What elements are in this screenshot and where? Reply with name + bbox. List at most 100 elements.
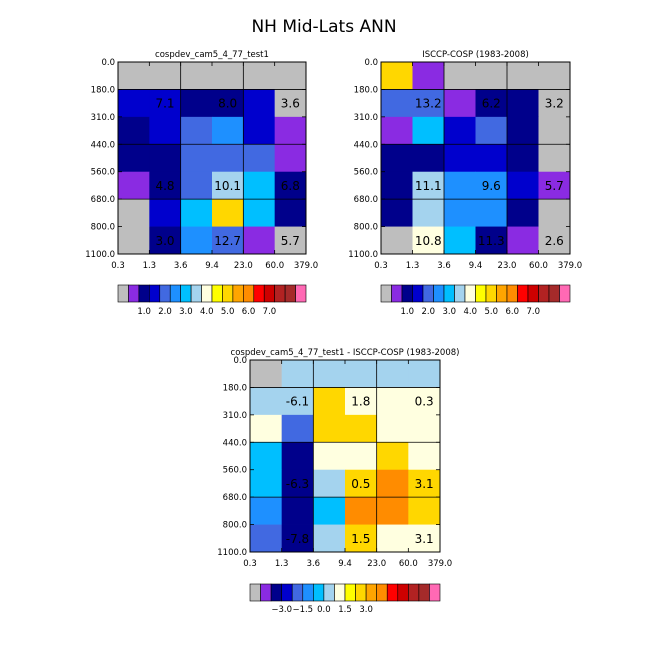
panel-title: ISCCP-COSP (1983-2008) bbox=[422, 50, 529, 60]
colorbar-label: 5.0 bbox=[484, 307, 498, 317]
colorbar-label: −1.5 bbox=[292, 605, 313, 615]
colorbar-box bbox=[249, 583, 261, 602]
heatmap-cell bbox=[507, 89, 539, 118]
heatmap-cell bbox=[250, 360, 283, 388]
y-tick-label: 440.0 bbox=[223, 438, 247, 448]
colorbar-box bbox=[253, 284, 265, 303]
heatmap-cell bbox=[412, 116, 445, 145]
y-tick-label: 800.0 bbox=[223, 521, 247, 531]
heatmap-cell bbox=[345, 414, 378, 443]
cell-value-label: 5.7 bbox=[545, 179, 564, 193]
heatmap-cell bbox=[180, 116, 213, 145]
heatmap-cell bbox=[408, 497, 441, 525]
heatmap-cell bbox=[345, 497, 378, 525]
heatmap-cell bbox=[212, 62, 244, 90]
colorbar-box bbox=[302, 583, 314, 602]
colorbar-box bbox=[412, 284, 424, 303]
cell-value-label: 5.7 bbox=[281, 234, 300, 248]
cell-value-label: 2.6 bbox=[545, 234, 564, 248]
heatmap-cell bbox=[345, 469, 378, 498]
colorbar-label: 1.5 bbox=[338, 605, 352, 615]
heatmap-cell bbox=[444, 116, 476, 145]
colorbar-label: 4.0 bbox=[463, 307, 477, 317]
heatmap-cell bbox=[212, 89, 244, 118]
cell-value-label: 10.1 bbox=[214, 179, 241, 193]
x-tick-label: 60.0 bbox=[529, 261, 548, 271]
heatmap-cell bbox=[118, 116, 150, 145]
panel-title: cospdev_cam5_4_77_test1 bbox=[155, 50, 269, 60]
colorbar-box bbox=[159, 284, 171, 303]
heatmap-cell bbox=[408, 469, 441, 498]
colorbar-label: 1.0 bbox=[400, 307, 414, 317]
heatmap-cell bbox=[507, 62, 539, 90]
heatmap-cell bbox=[376, 469, 409, 498]
colorbar-label: 6.0 bbox=[505, 307, 519, 317]
heatmap-cell bbox=[381, 144, 413, 173]
panels: cospdev_cam5_4_77_test1 0.3 1.3 3.6 9.4 23.0 6… bbox=[85, 50, 582, 615]
colorbar: 1.0 2.0 3.0 4.0 5.0 6.0 7.0 bbox=[117, 284, 307, 317]
heatmap-cell bbox=[274, 62, 307, 90]
heatmap-cell bbox=[243, 226, 276, 255]
y-tick-label: 560.0 bbox=[354, 168, 378, 178]
x-tick-label: 60.0 bbox=[265, 261, 284, 271]
colorbar-box bbox=[190, 284, 202, 303]
cell-value-label: 1.8 bbox=[351, 395, 370, 409]
colorbar: −3.0 −1.5 0.0 1.5 3.0 bbox=[249, 583, 441, 615]
y-tick-label: 180.0 bbox=[91, 85, 115, 95]
heatmap-cell bbox=[408, 442, 441, 471]
x-tick-label: 0.3 bbox=[111, 261, 125, 271]
heatmap-cell bbox=[475, 144, 508, 173]
colorbar-box bbox=[295, 284, 307, 303]
heatmap-cell bbox=[149, 89, 182, 118]
heatmap-cell bbox=[274, 199, 307, 227]
cell-value-label: 12.7 bbox=[214, 234, 241, 248]
colorbar-box bbox=[517, 284, 529, 303]
x-tick-label: 0.3 bbox=[374, 261, 388, 271]
x-tick-label: 3.6 bbox=[307, 559, 321, 569]
heatmap-cell bbox=[444, 171, 476, 200]
x-tick-label: 1.3 bbox=[143, 261, 157, 271]
heatmap-cell bbox=[444, 226, 476, 255]
heatmap-cell bbox=[149, 171, 182, 200]
y-tick-label: 800.0 bbox=[354, 223, 378, 233]
heatmap-cell bbox=[538, 89, 571, 118]
colorbar-box bbox=[433, 284, 445, 303]
cell-value-label: 13.2 bbox=[415, 97, 442, 111]
cell-value-label: 3.0 bbox=[155, 234, 174, 248]
heatmap-cell bbox=[180, 171, 213, 200]
cell-value-label: 6.2 bbox=[482, 97, 501, 111]
y-tick-label: 1100.0 bbox=[85, 250, 115, 260]
heatmap-cell bbox=[118, 144, 150, 173]
colorbar-label: 7.0 bbox=[263, 307, 277, 317]
x-tick-label: 379.0 bbox=[294, 261, 318, 271]
x-tick-label: 379.0 bbox=[428, 559, 452, 569]
heatmap-cell bbox=[538, 116, 571, 145]
heatmap-cell bbox=[281, 469, 314, 498]
colorbar-box bbox=[222, 284, 234, 303]
colorbar-label: −3.0 bbox=[271, 605, 292, 615]
cell-value-label: 0.3 bbox=[415, 395, 434, 409]
heatmap-cell bbox=[475, 116, 508, 145]
heatmap-cell bbox=[381, 226, 413, 255]
heatmap-cell bbox=[212, 116, 244, 145]
cell-value-label: 0.5 bbox=[351, 477, 370, 491]
heatmap-cell bbox=[212, 199, 244, 227]
heatmap-cell bbox=[408, 414, 441, 443]
heatmap-panel-3: cospdev_cam5_4_77_test1 - ISCCP-COSP (19… bbox=[217, 348, 459, 615]
heatmap-cell bbox=[538, 144, 571, 173]
heatmap-cell bbox=[412, 171, 445, 200]
y-tick-label: 680.0 bbox=[223, 493, 247, 503]
colorbar-box bbox=[260, 583, 272, 602]
colorbar-box bbox=[475, 284, 487, 303]
heatmap-cell bbox=[381, 199, 413, 227]
heatmap-cell bbox=[313, 524, 346, 553]
heatmap-cell bbox=[149, 144, 182, 173]
colorbar-box bbox=[391, 284, 403, 303]
heatmap-cell bbox=[274, 116, 307, 145]
colorbar-box bbox=[334, 583, 346, 602]
colorbar-box bbox=[270, 583, 282, 602]
x-tick-label: 23.0 bbox=[498, 261, 517, 271]
heatmap-cell bbox=[313, 360, 346, 388]
heatmap-cell bbox=[408, 387, 441, 416]
x-tick-label: 3.6 bbox=[437, 261, 451, 271]
